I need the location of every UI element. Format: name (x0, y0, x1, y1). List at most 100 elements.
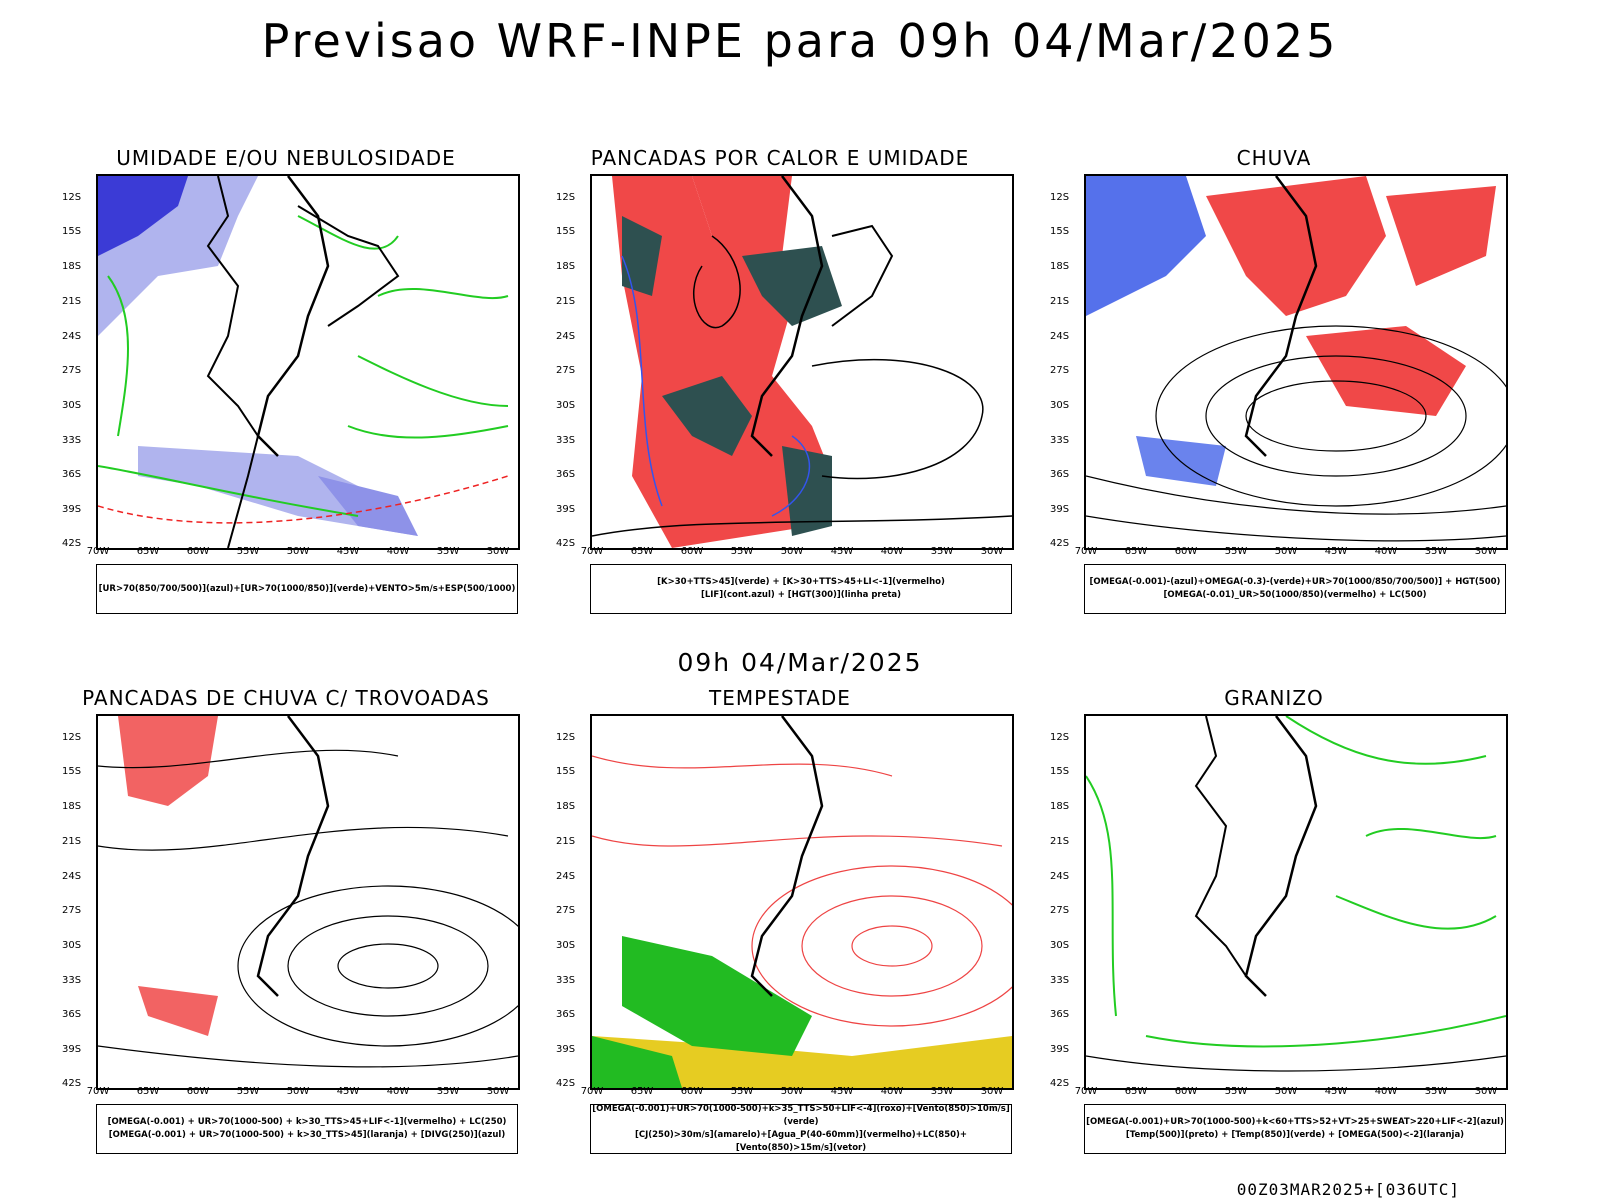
legend-box: [OMEGA(-0.001)+UR>70(1000-500)+k>35_TTS>… (590, 1104, 1012, 1154)
panel-title: PANCADAS DE CHUVA C/ TROVOADAS (82, 686, 490, 710)
rain-blue (1086, 176, 1206, 316)
legend-line: [K>30+TTS>45](verde) + [K>30+TTS>45+LI<-… (657, 577, 945, 587)
main-title: Previsao WRF-INPE para 09h 04/Mar/2025 (261, 14, 1339, 68)
lat-label: 33S (1050, 975, 1070, 986)
map-granizo (1086, 716, 1506, 1072)
hgt-contour3 (693, 235, 741, 329)
panel-title: PANCADAS POR CALOR E UMIDADE (590, 146, 970, 170)
legend-line: [CJ(250)>30m/s](amarelo)+[Agua_P(40-60mm… (634, 1130, 968, 1153)
lat-label: 42S (556, 538, 576, 549)
legend-line: [OMEGA(-0.001)+UR>70(1000-500)+k>35_TTS>… (592, 1104, 1010, 1127)
lat-label: 15S (1050, 226, 1070, 237)
lon-label: 35W (1424, 546, 1448, 557)
panel-title: TEMPESTADE (709, 686, 851, 710)
lon-label: 65W (630, 546, 654, 557)
lon-label: 60W (186, 546, 210, 557)
lc850-streamlines (592, 755, 1003, 847)
lon-label: 65W (136, 1086, 160, 1097)
map-trovoadas (98, 716, 518, 1068)
lon-label: 60W (186, 1086, 210, 1097)
map-frame (590, 714, 1014, 1090)
legend-box: [OMEGA(-0.001)+UR>70(1000-500)+k<60+TTS>… (1084, 1104, 1506, 1154)
lat-label: 42S (62, 538, 82, 549)
legend-line: [Temp(500)](preto) + [Temp(850)](verde) … (1125, 1130, 1465, 1140)
map-chuva (1086, 176, 1506, 542)
lon-label: 40W (880, 1086, 904, 1097)
storm-red2 (138, 986, 218, 1036)
legend-line: [LIF](cont.azul) + [HGT(300)](linha pret… (700, 590, 902, 600)
lat-label: 18S (556, 261, 576, 272)
lat-label: 42S (1050, 1078, 1070, 1089)
mid-title: 09h 04/Mar/2025 (677, 648, 923, 677)
panel-umidade: UMIDADE E/OU NEBULOSIDADE 12S 15S 18S 21… (46, 146, 526, 646)
lon-label: 45W (830, 546, 854, 557)
panel-title: GRANIZO (1224, 686, 1324, 710)
lon-label: 45W (336, 1086, 360, 1097)
lif-contour (621, 255, 811, 517)
lon-label: 30W (1474, 546, 1498, 557)
lon-label: 55W (236, 1086, 260, 1097)
lat-label: 15S (62, 766, 82, 777)
legend-line: [OMEGA(-0.001)-(azul)+OMEGA(-0.3)-(verde… (1089, 577, 1501, 587)
lon-label: 65W (630, 1086, 654, 1097)
rain-red3 (1386, 186, 1496, 286)
lat-label: 27S (1050, 365, 1070, 376)
lat-label: 24S (62, 331, 82, 342)
rain-red2 (1306, 326, 1466, 416)
legend-line: [UR>70(850/700/500)](azul)+[UR>70(1000/8… (98, 583, 516, 594)
lat-label: 36S (1050, 469, 1070, 480)
border-line (206, 176, 260, 548)
lon-label: 70W (1074, 546, 1098, 557)
lat-label: 39S (1050, 1044, 1070, 1055)
coastline (256, 176, 330, 457)
lon-label: 70W (86, 1086, 110, 1097)
lat-label: 39S (556, 1044, 576, 1055)
wind-green2 (592, 1036, 682, 1088)
lon-label: 55W (1224, 1086, 1248, 1097)
legend-box: [OMEGA(-0.001)-(azul)+OMEGA(-0.3)-(verde… (1084, 564, 1506, 614)
lat-label: 12S (556, 192, 576, 203)
wind-green (622, 936, 812, 1056)
lat-label: 18S (62, 801, 82, 812)
lat-label: 18S (62, 261, 82, 272)
map-frame (96, 714, 520, 1090)
lat-label: 21S (556, 836, 576, 847)
instability-green (662, 376, 752, 456)
humidity-shade-dark (98, 176, 188, 256)
lon-label: 30W (980, 1086, 1004, 1097)
lat-label: 12S (62, 732, 82, 743)
panel-tempestade: TEMPESTADE 12S 15S 18S 21S 24S 27S 30S 3… (540, 686, 1020, 1186)
hgt-contour (811, 359, 984, 480)
lat-label: 15S (62, 226, 82, 237)
temp850-contour (1086, 775, 1506, 1048)
lon-label: 70W (1074, 1086, 1098, 1097)
lat-label: 42S (1050, 538, 1070, 549)
lat-label: 21S (556, 296, 576, 307)
streamline-vortex (337, 943, 439, 989)
lat-label: 36S (1050, 1009, 1070, 1020)
lon-label: 50W (1274, 546, 1298, 557)
map-pancadas-calor (592, 176, 1012, 548)
panel-granizo: GRANIZO 12S 15S 18S 21S 24S 27S 30S 33S … (1034, 686, 1514, 1186)
lat-label: 24S (1050, 871, 1070, 882)
lc850-contour2 (801, 895, 983, 997)
lat-label: 36S (62, 469, 82, 480)
hgt500-contour (1205, 355, 1467, 477)
lon-label: 45W (1324, 546, 1348, 557)
lon-label: 50W (286, 1086, 310, 1097)
lat-label: 18S (1050, 261, 1070, 272)
lon-label: 50W (286, 546, 310, 557)
lat-label: 42S (556, 1078, 576, 1089)
lon-label: 50W (780, 546, 804, 557)
lon-label: 45W (336, 546, 360, 557)
state-border (297, 205, 400, 327)
legend-line: [OMEGA(-0.01)_UR>50(1000/850)(vermelho) … (1163, 590, 1427, 600)
lon-label: 45W (1324, 1086, 1348, 1097)
hgt500-contour2 (1155, 325, 1506, 507)
lon-label: 60W (1174, 1086, 1198, 1097)
state-border (831, 224, 894, 327)
border-line (1194, 716, 1247, 977)
lon-label: 55W (730, 1086, 754, 1097)
lon-label: 50W (1274, 1086, 1298, 1097)
lon-label: 70W (86, 546, 110, 557)
